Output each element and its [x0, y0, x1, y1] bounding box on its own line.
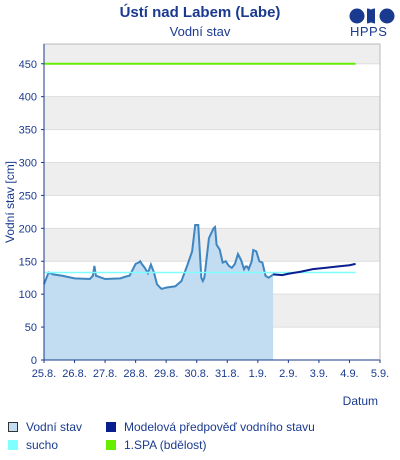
y-tick-label: 0 [31, 355, 37, 367]
y-tick-label: 300 [19, 158, 37, 170]
grid-band [44, 162, 380, 196]
x-tick-label: 5.9. [371, 368, 389, 380]
observed-area [44, 225, 274, 360]
y-tick-label: 50 [25, 322, 37, 334]
x-axis-label: Datum [343, 394, 378, 408]
y-tick-label: 400 [19, 92, 37, 104]
legend-label: Modelová předpověď vodního stavu [124, 420, 315, 434]
hpps-logo-icon [349, 8, 395, 24]
water-level-chart: 0 50 100 150 200 250 300 350 400 450 25.8. 26.8. 27.… [3, 43, 389, 408]
x-tick-label: 1.9. [249, 368, 267, 380]
legend-item-spa1: 1.SPA (bdělost) [106, 438, 207, 452]
y-axis-label: Vodní stav [cm] [3, 161, 17, 243]
forecast-line [273, 262, 356, 277]
y-tick-label: 250 [19, 190, 37, 202]
x-tick-label: 29.8. [154, 368, 178, 380]
chart-title: Ústí nad Labem (Labe) [119, 4, 281, 21]
legend-swatch-forecast [106, 422, 116, 432]
legend-swatch-drought [8, 440, 18, 450]
y-tick-label: 450 [19, 59, 37, 71]
x-tick-label: 28.8. [123, 368, 147, 380]
y-tick-label: 100 [19, 289, 37, 301]
x-tick-label: 3.9. [310, 368, 328, 380]
legend-swatch-spa1 [106, 440, 116, 450]
observed-line [43, 224, 274, 291]
y-tick-label: 350 [19, 125, 37, 137]
legend-item-forecast: Modelová předpověď vodního stavu [106, 420, 315, 434]
legend-swatch-observed [8, 422, 18, 432]
x-tick-label: 30.8. [184, 368, 208, 380]
grid-band [44, 96, 380, 130]
chart-subtitle: Vodní stav [169, 24, 231, 39]
legend-label: sucho [26, 438, 59, 452]
x-tick-label: 4.9. [340, 368, 358, 380]
x-tick-label: 26.8. [62, 368, 86, 380]
y-tick-label: 200 [19, 223, 37, 235]
legend-label: 1.SPA (bdělost) [124, 438, 207, 452]
legend-label: Vodní stav [26, 420, 83, 434]
x-tick-label: 31.8. [215, 368, 239, 380]
y-tick-label: 150 [19, 256, 37, 268]
x-tick-label: 25.8. [32, 368, 56, 380]
x-tick-label: 27.8. [93, 368, 117, 380]
x-tick-label: 2.9. [279, 368, 297, 380]
logo-text: HPPS [350, 24, 388, 39]
legend-item-vodni-stav: Vodní stav [8, 420, 82, 434]
grid-band [44, 44, 380, 64]
legend-item-sucho: sucho [8, 438, 58, 452]
